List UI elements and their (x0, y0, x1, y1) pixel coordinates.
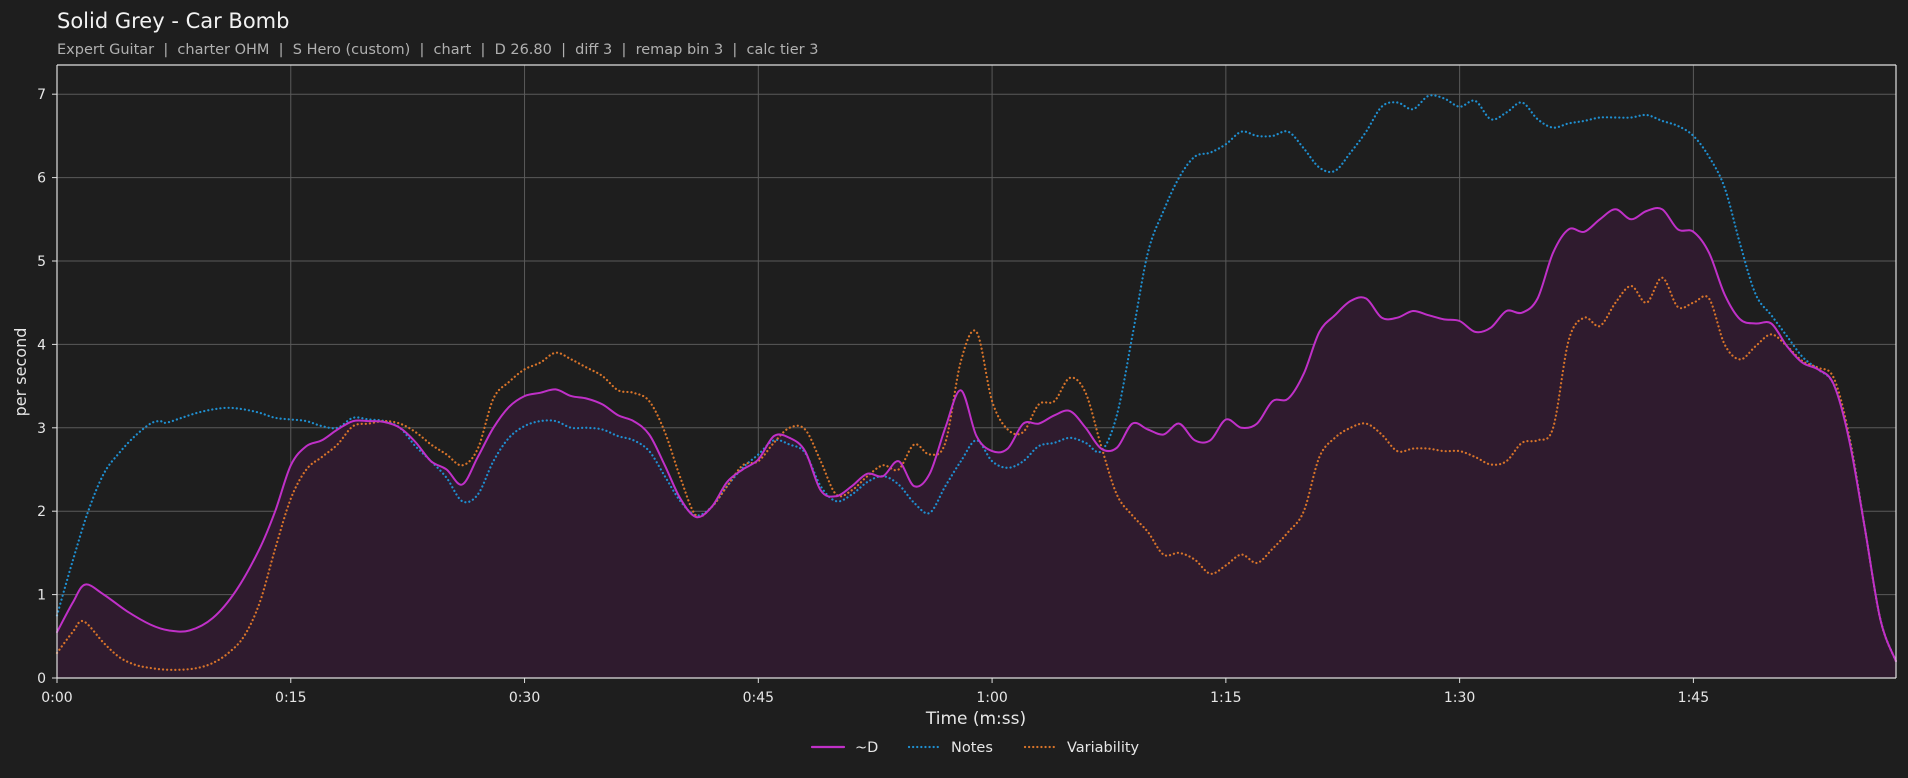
y-tick-label: 0 (37, 671, 46, 687)
x-tick-label: 0:15 (275, 690, 306, 706)
x-tick-label: 1:15 (1210, 690, 1241, 706)
y-tick-label: 5 (37, 254, 46, 270)
x-tick-label: 1:30 (1444, 690, 1475, 706)
legend-label: Notes (951, 740, 993, 756)
legend: ~D Notes Variability (810, 740, 1140, 756)
series-line-variability (55, 276, 1898, 671)
y-tick-label: 6 (37, 171, 46, 187)
y-tick-label: 3 (37, 421, 46, 437)
x-tick-label: 1:45 (1678, 690, 1709, 706)
x-axis-label: Time (m:ss) (925, 709, 1026, 729)
series-line-notes (55, 94, 1898, 663)
y-tick-label: 7 (37, 87, 46, 103)
y-tick-label: 1 (37, 588, 46, 604)
y-axis-label: per second (11, 328, 30, 417)
x-tick-label: 0:30 (509, 690, 540, 706)
legend-label: ~D (855, 740, 878, 756)
tick-labels: 0:00 0:15 0:30 0:45 1:00 1:15 1:30 1:45 0 1 2 3 4 5 6 7 (37, 87, 1709, 706)
legend-item-notes: Notes (907, 740, 993, 756)
axes (56, 64, 1897, 679)
series-area-d (57, 207, 1896, 678)
legend-item-variability: Variability (1023, 740, 1140, 756)
series-layer (55, 94, 1898, 678)
y-tick-label: 4 (37, 337, 46, 353)
legend-item-d: ~D (810, 740, 878, 756)
series-line-d (56, 207, 1897, 663)
x-tick-label: 0:45 (743, 690, 774, 706)
chart-title: Solid Grey - Car Bomb (57, 9, 289, 33)
y-tick-label: 2 (37, 504, 46, 520)
legend-label: Variability (1067, 740, 1140, 756)
x-tick-label: 0:00 (41, 690, 72, 706)
x-tick-label: 1:00 (976, 690, 1007, 706)
chart-subtitle: Expert Guitar | charter OHM | S Hero (cu… (57, 42, 818, 58)
